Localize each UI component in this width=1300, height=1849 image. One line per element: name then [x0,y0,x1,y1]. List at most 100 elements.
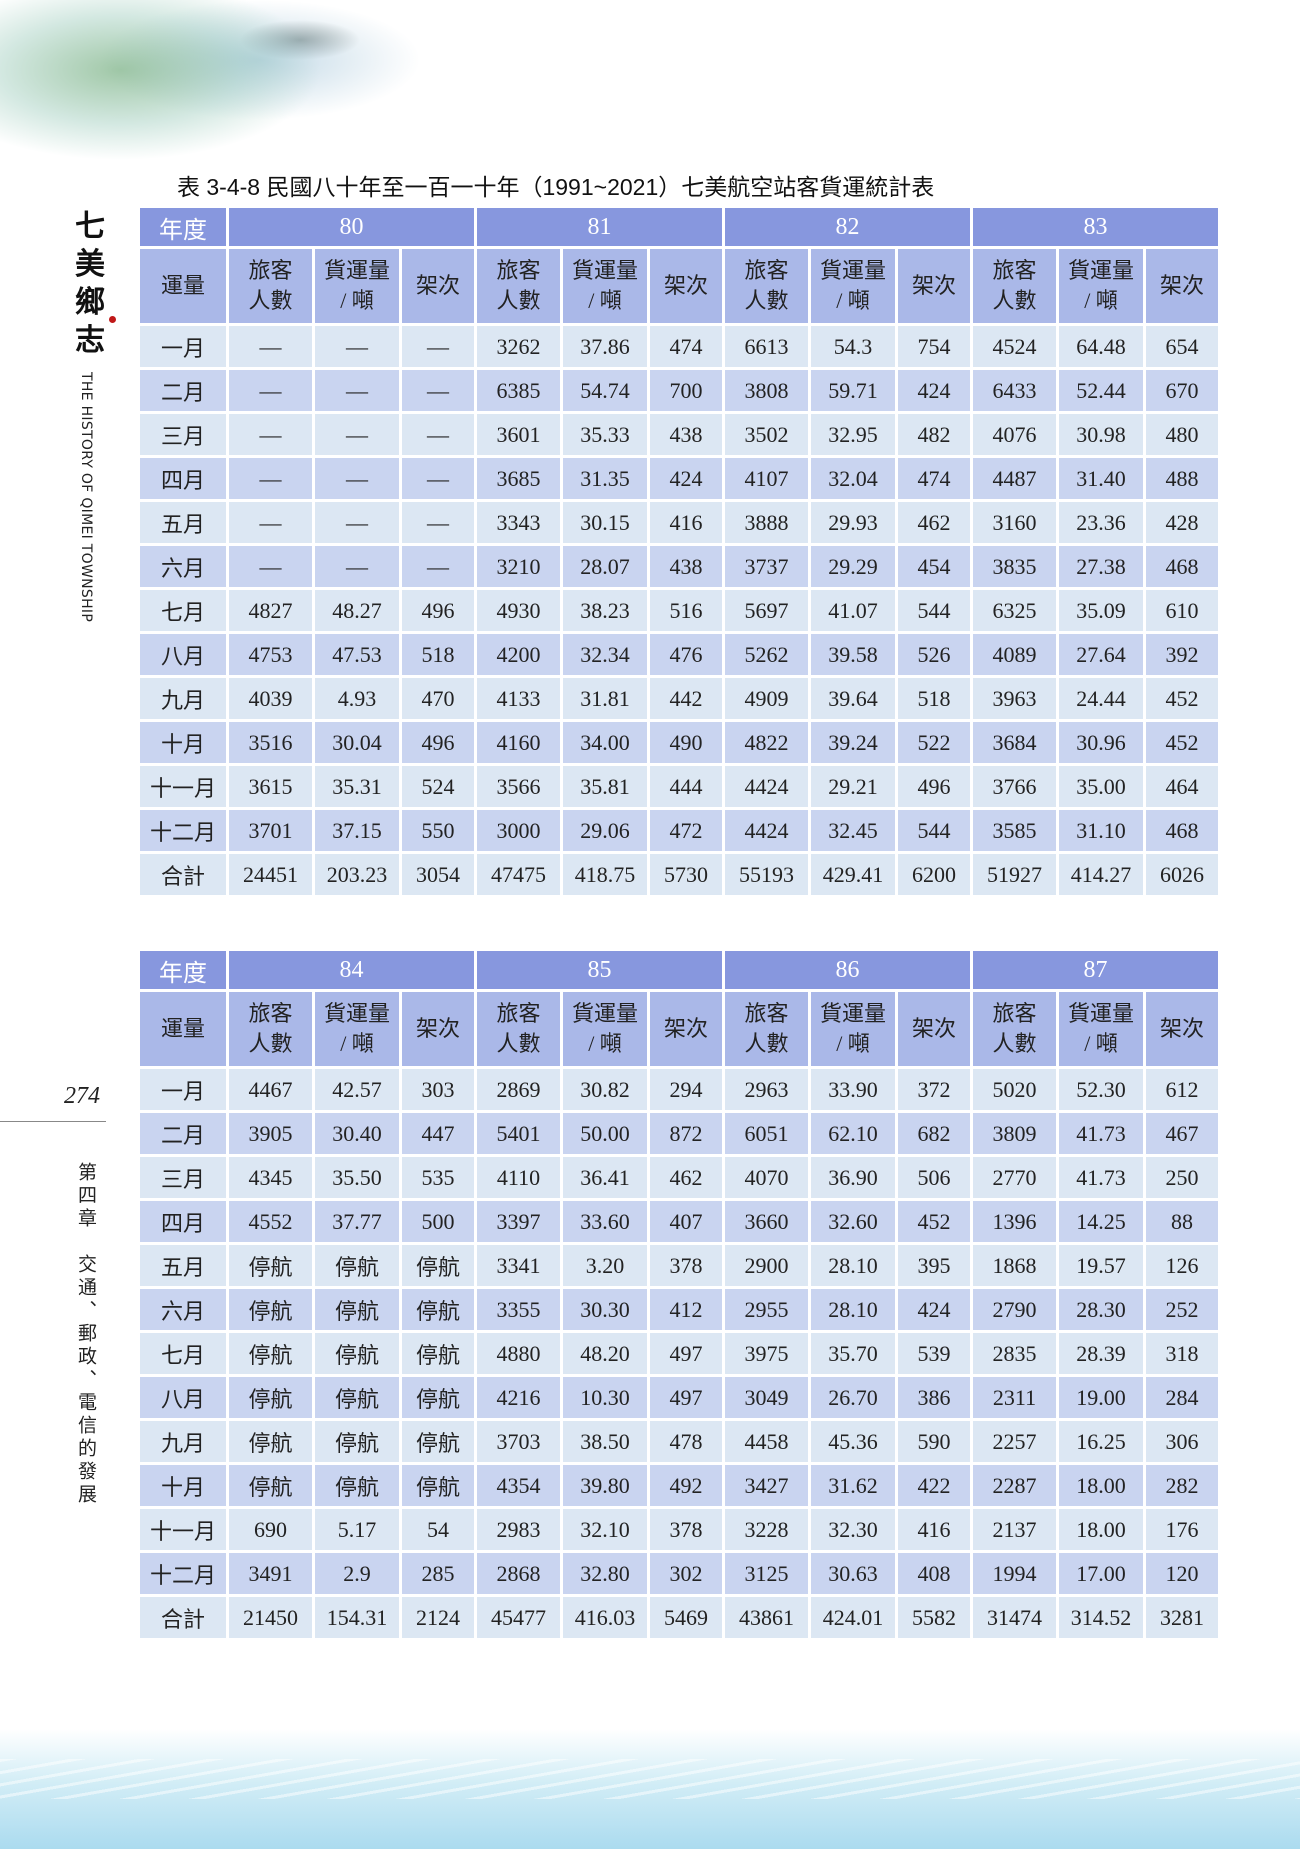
passengers-cell: 停航 [229,1421,312,1462]
month-label: 合計 [140,1597,226,1638]
cargo-cell: 59.71 [811,370,895,411]
cargo-cell: — [315,326,399,367]
passengers-cell: — [229,414,312,455]
flights-cell: 467 [1146,1113,1218,1154]
table-title: 表 3-4-8 民國八十年至一百一十年（1991~2021）七美航空站客貨運統計… [177,174,935,200]
passengers-cell: 4216 [477,1377,560,1418]
passengers-cell: 51927 [973,854,1056,895]
flights-cell: 284 [1146,1377,1218,1418]
cargo-cell: 52.44 [1059,370,1143,411]
passengers-cell: 3228 [725,1509,808,1550]
table-row: 十一月 3615 35.31 524 3566 35.81 444 4424 29.21 496 3… [140,766,1218,807]
flights-cell: 442 [650,678,722,719]
book-english-title: THE HISTORY OF QIMEI TOWNSHIP [78,372,94,623]
book-brand-logo: 七美鄉志 [72,208,116,360]
table-row: 十二月 3701 37.15 550 3000 29.06 472 4424 32.45 544 3… [140,810,1218,851]
passengers-cell: — [229,370,312,411]
cargo-cell: 35.50 [315,1157,399,1198]
flights-cell: 590 [898,1421,970,1462]
passengers-cell: 3355 [477,1289,560,1330]
passengers-cell: 6433 [973,370,1056,411]
flights-cell: 468 [1146,546,1218,587]
passengers-cell: 2311 [973,1377,1056,1418]
cargo-cell: 19.57 [1059,1245,1143,1286]
flights-cell: 654 [1146,326,1218,367]
passengers-cell: 3766 [973,766,1056,807]
cargo-cell: 32.95 [811,414,895,455]
flights-cell: 285 [402,1553,474,1594]
month-label: 六月 [140,1289,226,1330]
flights-cell: 497 [650,1333,722,1374]
passengers-cell: — [229,458,312,499]
cargo-cell: 54.74 [563,370,647,411]
cargo-cell: 30.63 [811,1553,895,1594]
cargo-cell: 35.09 [1059,590,1143,631]
flights-cell: 492 [650,1465,722,1506]
flights-cell: 176 [1146,1509,1218,1550]
flights-cell: 停航 [402,1245,474,1286]
flights-cell: 54 [402,1509,474,1550]
passengers-cell: 2963 [725,1069,808,1110]
passengers-cell: 4200 [477,634,560,675]
passengers-cell: 4487 [973,458,1056,499]
cargo-cell: 24.44 [1059,678,1143,719]
table-row: 十一月 690 5.17 54 2983 32.10 378 3228 32.30 416 2137… [140,1509,1218,1550]
flights-cell: 88 [1146,1201,1218,1242]
flights-cell: 535 [402,1157,474,1198]
cargo-cell: 424.01 [811,1597,895,1638]
cargo-cell: 30.98 [1059,414,1143,455]
passengers-cell: 4930 [477,590,560,631]
total-row: 合計 24451 203.23 3054 47475 418.75 5730 55193 429… [140,854,1218,895]
month-label: 六月 [140,546,226,587]
flights-cell: 500 [402,1201,474,1242]
flights-cell: 754 [898,326,970,367]
flights-header: 架次 [1146,249,1218,323]
passengers-cell: 690 [229,1509,312,1550]
cargo-cell: 203.23 [315,854,399,895]
passengers-cell: 4822 [725,722,808,763]
passengers-cell: 2137 [973,1509,1056,1550]
flights-cell: 372 [898,1069,970,1110]
table-row: 四月 4552 37.77 500 3397 33.60 407 3660 32.60 452 13… [140,1201,1218,1242]
passengers-cell: 5401 [477,1113,560,1154]
flights-header: 架次 [402,992,474,1066]
flights-cell: 3281 [1146,1597,1218,1638]
cargo-cell: 42.57 [315,1069,399,1110]
flights-cell: 378 [650,1245,722,1286]
passengers-cell: 3125 [725,1553,808,1594]
table-row: 五月 — — —3343 30.15 416 3888 29.93 462 3160 23.36 42… [140,502,1218,543]
year-header: 83 [973,208,1218,246]
cargo-cell: 154.31 [315,1597,399,1638]
brand-text: 七美鄉志 [75,209,105,358]
passengers-cell: 2869 [477,1069,560,1110]
passengers-cell: 3685 [477,458,560,499]
passengers-cell: 4827 [229,590,312,631]
flights-cell: — [402,414,474,455]
flights-cell: 612 [1146,1069,1218,1110]
cargo-cell: 停航 [315,1245,399,1286]
month-label: 二月 [140,370,226,411]
flights-cell: 496 [898,766,970,807]
cargo-cell: 停航 [315,1421,399,1462]
flights-cell: 447 [402,1113,474,1154]
month-label: 合計 [140,854,226,895]
flights-cell: 302 [650,1553,722,1594]
year-header: 80 [229,208,474,246]
cargo-cell: 29.06 [563,810,647,851]
flights-cell: 462 [650,1157,722,1198]
cargo-cell: 35.81 [563,766,647,807]
table-row: 一月 4467 42.57 303 2869 30.82 294 2963 33.90 372 50… [140,1069,1218,1110]
passengers-cell: 3341 [477,1245,560,1286]
passengers-cell: 4467 [229,1069,312,1110]
year-header: 87 [973,951,1218,989]
passengers-cell: 31474 [973,1597,1056,1638]
passengers-cell: 3049 [725,1377,808,1418]
passengers-cell: 4076 [973,414,1056,455]
month-label: 十月 [140,1465,226,1506]
flights-cell: 452 [1146,722,1218,763]
cargo-cell: 32.04 [811,458,895,499]
flights-cell: 490 [650,722,722,763]
flights-cell: 303 [402,1069,474,1110]
passengers-cell: 停航 [229,1465,312,1506]
flights-cell: 524 [402,766,474,807]
